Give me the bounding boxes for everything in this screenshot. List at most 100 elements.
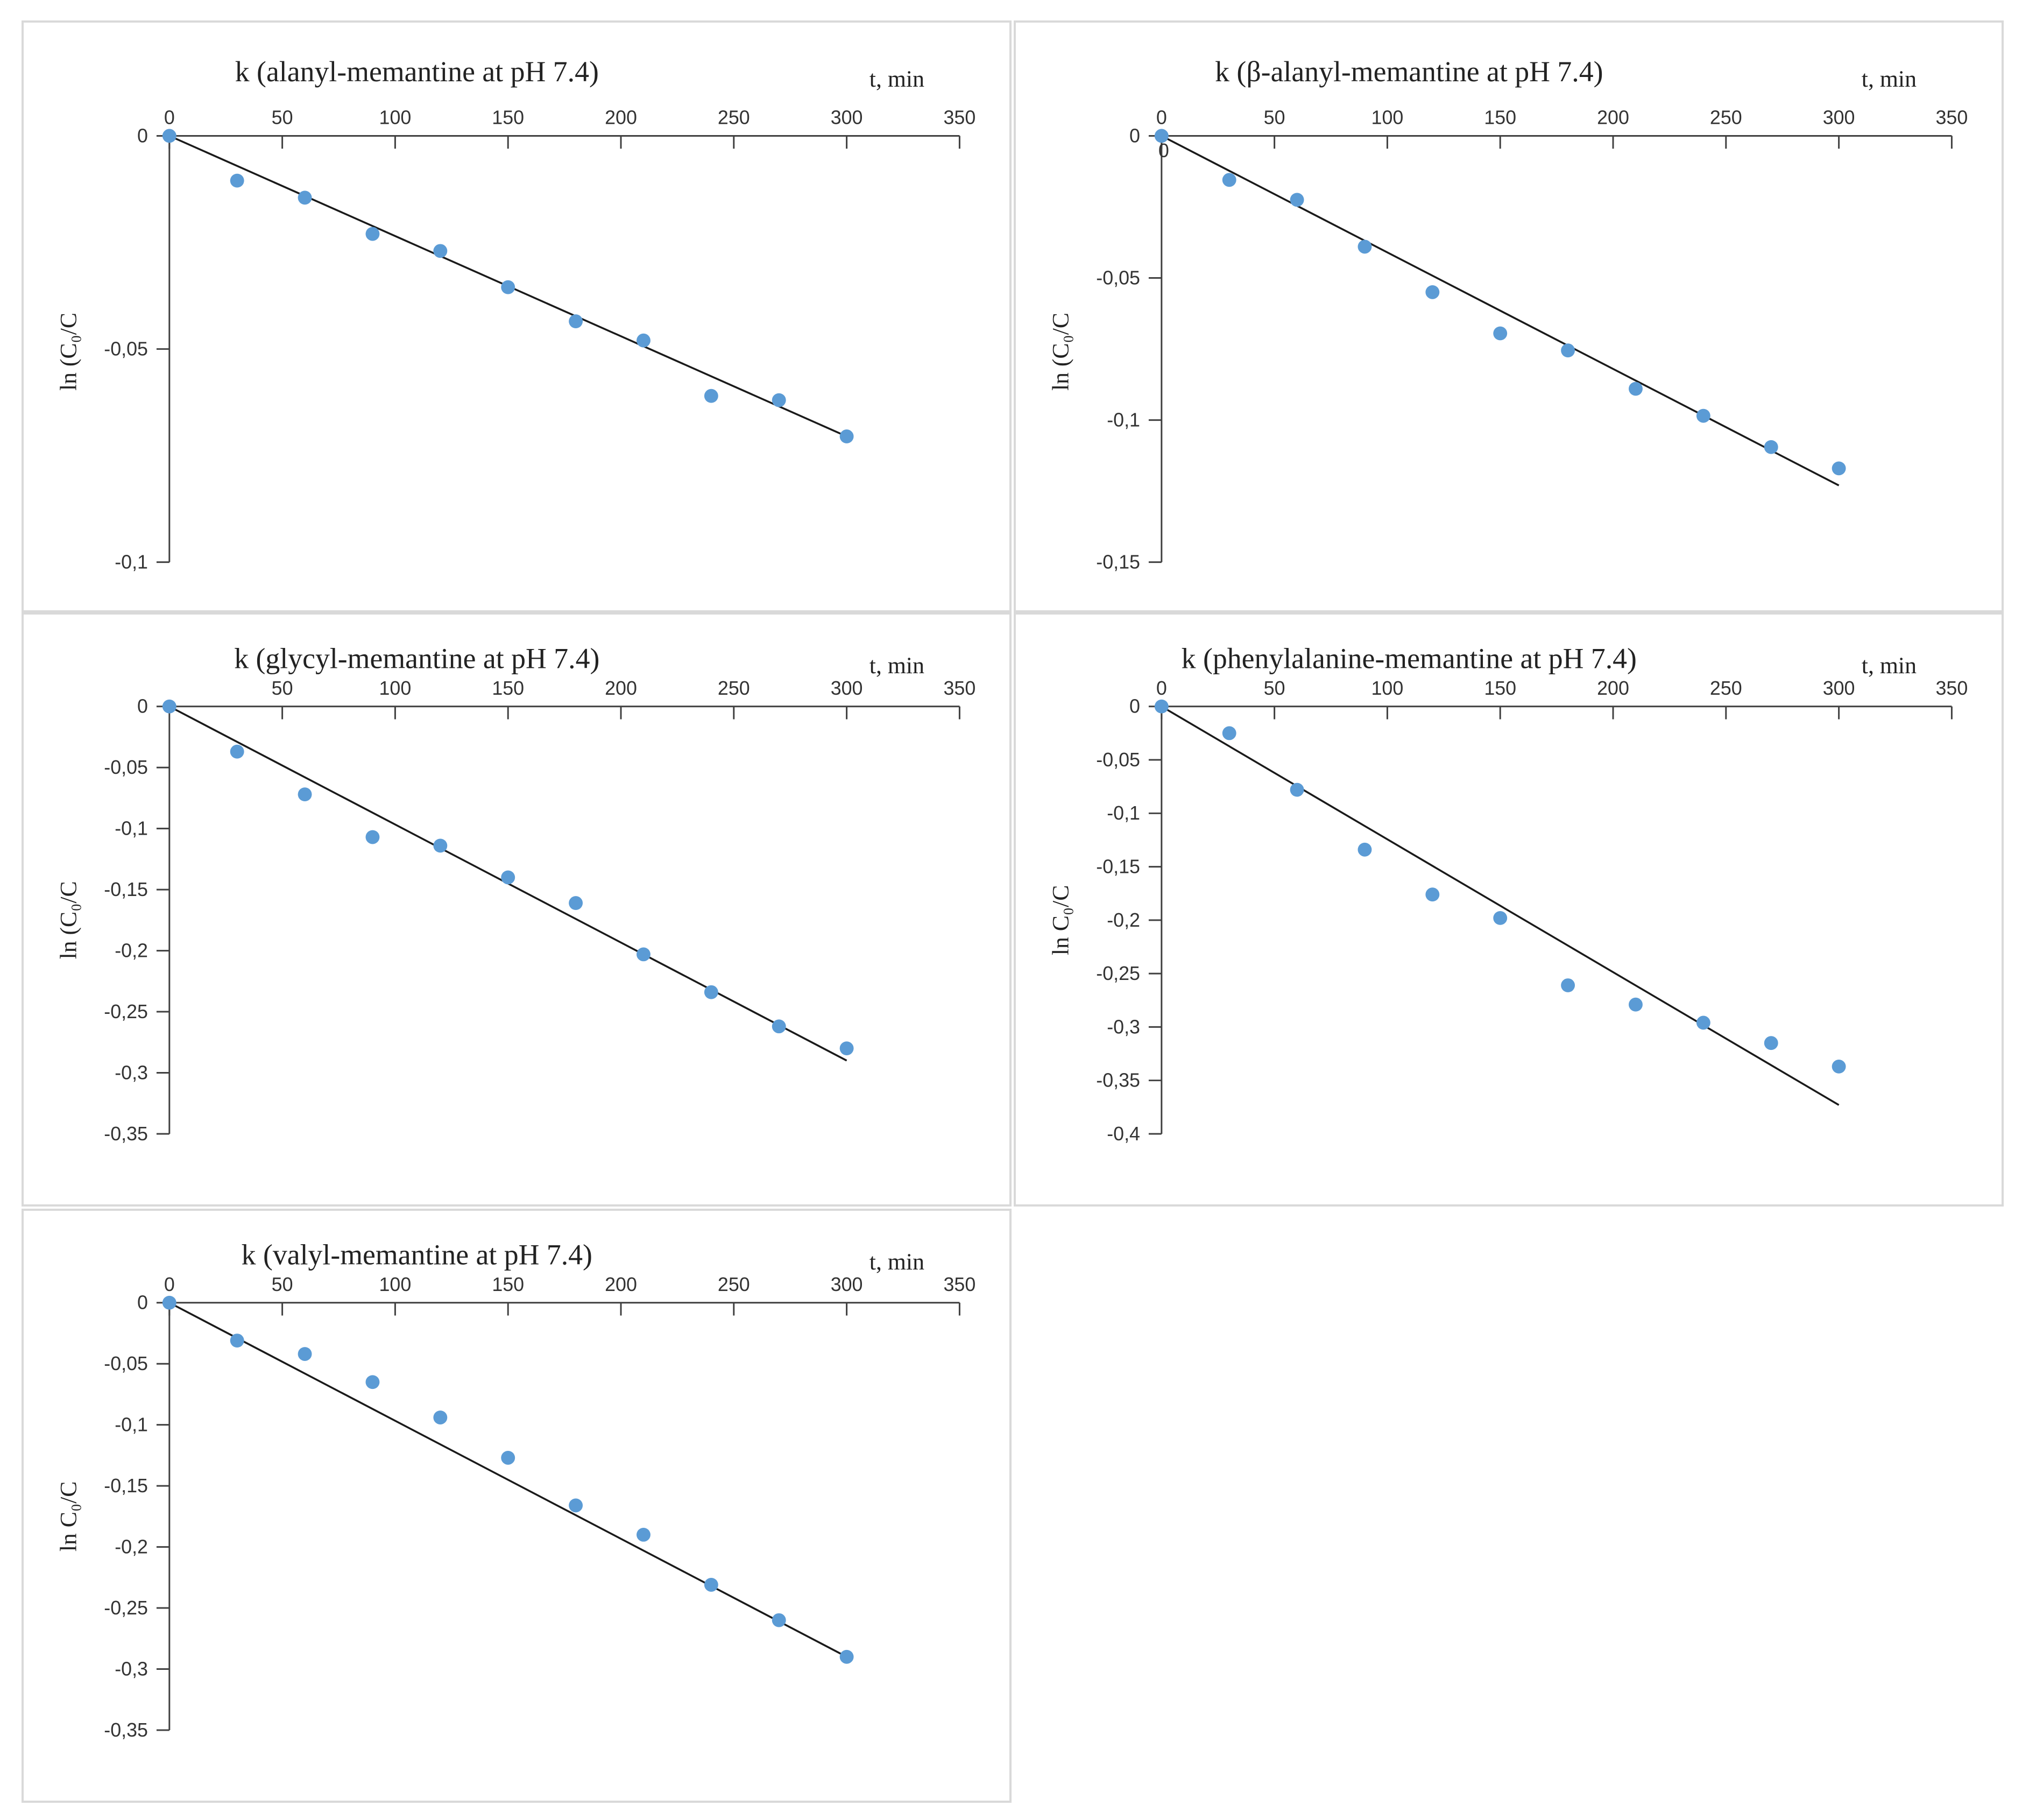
x-tick-label: 50 bbox=[272, 107, 293, 129]
chart-title: k (valyl-memantine at pH 7.4) bbox=[242, 1238, 592, 1271]
trend-line bbox=[1161, 135, 1840, 486]
y-tick-label: -0,1 bbox=[115, 818, 148, 840]
x-tick-label: 0 bbox=[1156, 107, 1167, 129]
x-tick-label: 100 bbox=[379, 678, 412, 699]
y-tick-label: 0 bbox=[137, 696, 148, 717]
chart-svg: k (β-alanyl-memantine at pH 7.4) t, min ln… bbox=[1048, 55, 1968, 573]
chart-beta-alanyl-memantine: k (β-alanyl-memantine at pH 7.4) t, min ln… bbox=[1014, 20, 2004, 612]
x-tick-label: 100 bbox=[379, 1274, 412, 1295]
data-point bbox=[1222, 173, 1236, 187]
data-point bbox=[501, 280, 515, 294]
chart-glycyl-memantine: k (glycyl-memantine at pH 7.4) t, min ln (… bbox=[22, 612, 1012, 1207]
data-point bbox=[298, 1347, 312, 1361]
data-point bbox=[365, 1375, 380, 1389]
data-point bbox=[1425, 285, 1440, 299]
data-point bbox=[1358, 842, 1372, 857]
y-tick-label: 0 bbox=[137, 1292, 148, 1314]
data-point bbox=[637, 1527, 651, 1542]
x-tick-label: 0 bbox=[1156, 678, 1167, 699]
data-point bbox=[230, 1334, 244, 1348]
y-tick-label: -0,15 bbox=[1096, 856, 1140, 878]
trend-line bbox=[1161, 706, 1840, 1106]
data-point bbox=[1629, 382, 1643, 396]
data-point bbox=[1425, 887, 1440, 902]
y-tick-label: -0,05 bbox=[104, 338, 148, 360]
y-tick-label: -0,15 bbox=[104, 879, 148, 900]
y-axis-label: ln C₀/C bbox=[1048, 885, 1074, 956]
y-tick-label: -0,25 bbox=[1096, 963, 1140, 984]
x-tick-label: 150 bbox=[492, 1274, 524, 1295]
x-tick-label: 100 bbox=[379, 107, 412, 129]
y-tick-label: -0,05 bbox=[1096, 749, 1140, 771]
data-point bbox=[637, 947, 651, 962]
x-tick-label: 200 bbox=[605, 107, 637, 129]
x-tick-label: 350 bbox=[944, 678, 976, 699]
data-point bbox=[1154, 699, 1169, 714]
data-point bbox=[1561, 978, 1575, 992]
y-tick-label: -0,2 bbox=[115, 1536, 148, 1558]
x-tick-label: 50 bbox=[272, 1274, 293, 1295]
data-point bbox=[162, 129, 176, 143]
y-tick-label: -0,1 bbox=[115, 1414, 148, 1436]
y-tick-label: -0,35 bbox=[1096, 1070, 1140, 1091]
chart-title: k (β-alanyl-memantine at pH 7.4) bbox=[1215, 55, 1603, 88]
y-tick-label: -0,05 bbox=[104, 1353, 148, 1374]
y-tick-label: 0 bbox=[1129, 125, 1140, 146]
y-axis-label: ln (C₀/C bbox=[56, 313, 82, 391]
data-point bbox=[1493, 326, 1508, 341]
x-axis-label: t, min bbox=[869, 1249, 924, 1275]
y-axis-label: ln (C₀/C bbox=[1048, 313, 1074, 391]
chart-svg: k (valyl-memantine at pH 7.4) t, min ln C₀… bbox=[56, 1238, 976, 1741]
data-point bbox=[365, 830, 380, 844]
data-point bbox=[1290, 193, 1304, 207]
chart-title: k (phenylalanine-memantine at pH 7.4) bbox=[1182, 642, 1637, 674]
x-tick-label: 50 bbox=[1264, 678, 1285, 699]
y-tick-label: -0,15 bbox=[1096, 552, 1140, 573]
x-axis-label: t, min bbox=[1862, 653, 1917, 679]
y-tick-label: -0,25 bbox=[104, 1597, 148, 1619]
data-point bbox=[501, 1451, 515, 1465]
data-point bbox=[1832, 461, 1846, 476]
data-point bbox=[704, 389, 718, 403]
x-tick-label: 200 bbox=[1597, 107, 1629, 129]
data-point bbox=[704, 985, 718, 999]
x-axis-label: t, min bbox=[869, 66, 924, 92]
data-point bbox=[1696, 1015, 1710, 1030]
data-point bbox=[772, 1019, 786, 1034]
data-point bbox=[501, 870, 515, 885]
y-tick-label: -0,3 bbox=[115, 1658, 148, 1680]
data-point bbox=[433, 1410, 448, 1424]
data-point bbox=[1358, 239, 1372, 254]
y-tick-label: -0,4 bbox=[1107, 1123, 1140, 1145]
data-point bbox=[569, 896, 583, 910]
x-tick-label: 0 bbox=[164, 1274, 175, 1295]
y-tick-label: -0,15 bbox=[104, 1475, 148, 1497]
x-tick-label: 250 bbox=[1710, 107, 1742, 129]
data-point bbox=[772, 393, 786, 407]
data-point bbox=[839, 1649, 854, 1664]
x-tick-label: 300 bbox=[831, 678, 863, 699]
data-point bbox=[298, 787, 312, 802]
data-point bbox=[1764, 440, 1778, 454]
chart-svg: k (glycyl-memantine at pH 7.4) t, min ln (… bbox=[56, 642, 976, 1145]
data-point bbox=[162, 699, 176, 714]
x-tick-label: 300 bbox=[1823, 107, 1855, 129]
x-tick-label: 300 bbox=[1823, 678, 1855, 699]
y-tick-label: -0,25 bbox=[104, 1001, 148, 1022]
y-tick-label: -0,05 bbox=[104, 757, 148, 778]
chart-svg: k (alanyl-memantine at pH 7.4) t, min ln (… bbox=[56, 55, 976, 573]
data-point bbox=[839, 1041, 854, 1056]
data-point bbox=[1493, 911, 1508, 925]
x-tick-label: 200 bbox=[605, 1274, 637, 1295]
y-axis-label: ln C₀/C bbox=[56, 1482, 82, 1552]
data-point bbox=[230, 744, 244, 759]
y-tick-label: -0,1 bbox=[115, 552, 148, 573]
data-point bbox=[1561, 343, 1575, 358]
x-tick-label: 150 bbox=[492, 107, 524, 129]
x-tick-label: 250 bbox=[1710, 678, 1742, 699]
chart-title: k (alanyl-memantine at pH 7.4) bbox=[235, 55, 599, 88]
data-point bbox=[365, 227, 380, 241]
chart-valyl-memantine: k (valyl-memantine at pH 7.4) t, min ln C₀… bbox=[22, 1209, 1012, 1803]
x-tick-label: 250 bbox=[718, 678, 750, 699]
x-tick-label: 350 bbox=[944, 1274, 976, 1295]
